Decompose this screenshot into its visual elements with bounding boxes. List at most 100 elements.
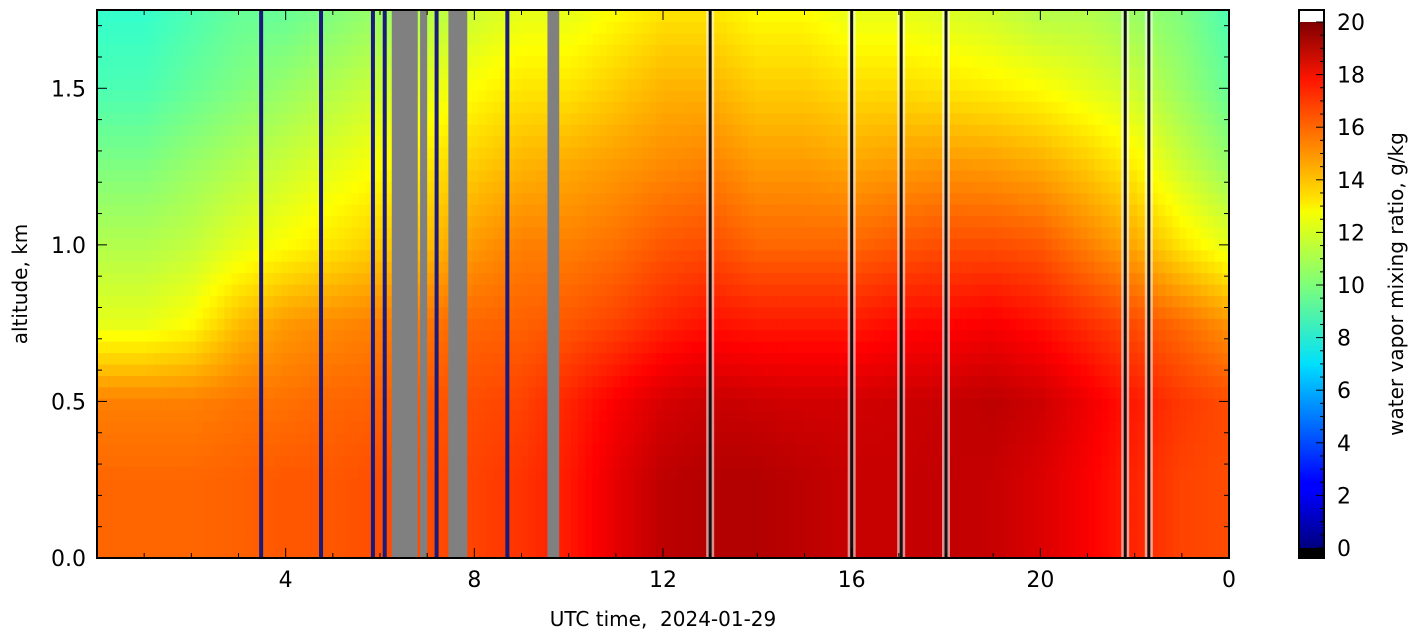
heatmap-cell	[507, 523, 516, 536]
heatmap-cell	[719, 44, 728, 57]
heatmap-cell	[691, 169, 699, 182]
heatmap-cell	[167, 421, 176, 434]
heatmap-cell	[698, 21, 707, 34]
heatmap-cell	[804, 204, 813, 217]
heatmap-cell	[825, 443, 834, 456]
heatmap-cell	[641, 158, 650, 171]
heatmap-cell	[125, 535, 133, 548]
heatmap-cell	[684, 352, 692, 365]
heatmap-cell	[726, 249, 735, 262]
heatmap-cell	[578, 512, 586, 525]
heatmap-cell	[344, 535, 353, 548]
heatmap-cell	[776, 363, 784, 376]
heatmap-cell	[351, 55, 360, 68]
heatmap-cell	[627, 284, 636, 297]
heatmap-cell	[415, 147, 424, 160]
heatmap-cell	[443, 55, 452, 68]
heatmap-cell	[337, 295, 346, 308]
heatmap-cell	[740, 124, 749, 137]
heatmap-cell	[620, 341, 629, 354]
heatmap-cell	[507, 44, 516, 57]
heatmap-cell	[217, 226, 225, 239]
heatmap-cell	[740, 44, 749, 57]
heatmap-cell	[203, 398, 211, 411]
heatmap-cell	[125, 318, 133, 331]
heatmap-cell	[726, 204, 735, 217]
heatmap-cell	[818, 500, 827, 513]
heatmap-cell	[443, 169, 452, 182]
heatmap-cell	[613, 89, 622, 102]
heatmap-cell	[153, 386, 162, 399]
heatmap-cell	[762, 10, 770, 23]
heatmap-cell	[592, 375, 600, 388]
heatmap-cell	[762, 489, 770, 502]
heatmap-cell	[323, 101, 332, 114]
heatmap-cell	[726, 67, 735, 80]
heatmap-cell	[196, 318, 204, 331]
heatmap-cell	[479, 181, 487, 194]
heatmap-cell	[825, 32, 834, 45]
heatmap-cell	[663, 421, 671, 434]
heatmap-cell	[514, 306, 523, 319]
heatmap-cell	[691, 135, 699, 148]
heatmap-cell	[698, 546, 707, 558]
heatmap-cell	[323, 421, 332, 434]
heatmap-cell	[563, 181, 572, 194]
heatmap-cell	[542, 318, 551, 331]
heatmap-cell	[273, 421, 282, 434]
heatmap-cell	[804, 409, 813, 422]
heatmap-cell	[670, 500, 678, 513]
heatmap-cell	[188, 443, 197, 456]
heatmap-cell	[118, 284, 126, 297]
heatmap-cell	[754, 489, 763, 502]
heatmap-cell	[585, 443, 593, 456]
heatmap-cell	[387, 169, 395, 182]
heatmap-cell	[344, 489, 353, 502]
heatmap-cell	[436, 500, 445, 513]
heatmap-cell	[203, 284, 211, 297]
heatmap-cell	[443, 535, 452, 548]
heatmap-cell	[740, 421, 749, 434]
heatmap-cell	[514, 455, 523, 468]
heatmap-cell	[818, 55, 827, 68]
heatmap-cell	[330, 455, 339, 468]
heatmap-cell	[365, 409, 374, 422]
heatmap-cell	[627, 101, 636, 114]
heatmap-cell	[627, 21, 636, 34]
heatmap-cell	[160, 489, 169, 502]
heatmap-cell	[769, 386, 777, 399]
heatmap-cell	[118, 409, 126, 422]
heatmap-cell	[104, 546, 112, 558]
heatmap-cell	[769, 181, 777, 194]
heatmap-cell	[464, 546, 473, 558]
heatmap-cell	[174, 489, 183, 502]
heatmap-cell	[620, 238, 629, 251]
heatmap-cell	[266, 249, 275, 262]
heatmap-cell	[259, 192, 268, 205]
heatmap-cell	[811, 78, 820, 91]
heatmap-cell	[620, 10, 629, 23]
heatmap-cell	[479, 215, 487, 228]
heatmap-cell	[302, 455, 310, 468]
heatmap-cell	[804, 32, 813, 45]
heatmap-cell	[323, 546, 332, 558]
heatmap-cell	[153, 284, 162, 297]
heatmap-cell	[712, 466, 721, 479]
heatmap-cell	[634, 44, 643, 57]
heatmap-cell	[783, 101, 791, 114]
heatmap-cell	[542, 89, 551, 102]
heatmap-cell	[118, 295, 126, 308]
heatmap-cell	[479, 44, 487, 57]
heatmap-cell	[358, 306, 367, 319]
heatmap-cell	[613, 284, 622, 297]
heatmap-cell	[160, 512, 169, 525]
heatmap-cell	[655, 112, 664, 125]
heatmap-cell	[358, 21, 367, 34]
heatmap-cell	[146, 78, 155, 91]
heatmap-cell	[648, 215, 657, 228]
heatmap-cell	[684, 363, 692, 376]
heatmap-cell	[726, 455, 735, 468]
heatmap-cell	[415, 272, 424, 285]
heatmap-cell	[684, 432, 692, 445]
heatmap-cell	[252, 215, 261, 228]
